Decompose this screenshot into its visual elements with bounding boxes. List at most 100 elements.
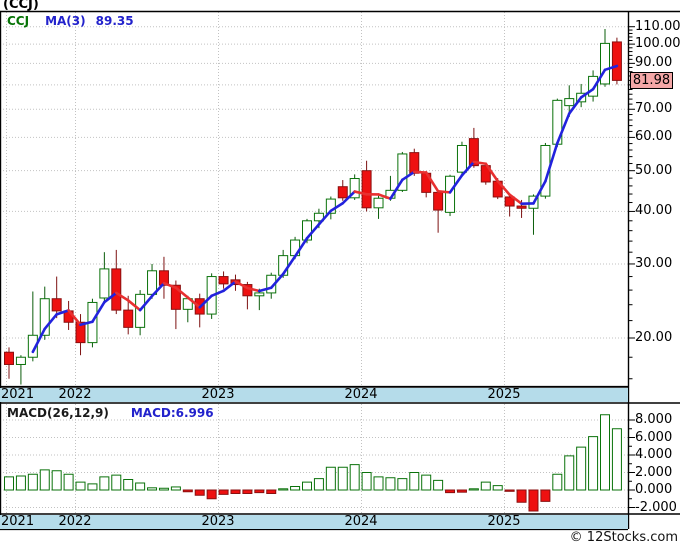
macd-bar: [397, 478, 408, 491]
macd-bar: [409, 472, 420, 491]
year-label: 2025: [487, 387, 521, 402]
ma-line-segment: [138, 294, 154, 312]
candle-body: [611, 41, 622, 81]
macd-value-label: MACD:6.996: [130, 406, 214, 420]
ma-line-segment: [472, 160, 488, 166]
macd-bar: [278, 488, 289, 491]
legend-ma-label: MA(3): [45, 14, 86, 28]
macd-bar: [337, 466, 348, 491]
macd-bar: [51, 470, 62, 491]
year-label: 2022: [58, 387, 92, 402]
macd-bar: [552, 473, 563, 491]
macd-bar: [266, 489, 277, 494]
ma-line-segment: [91, 300, 106, 324]
ma-line-segment: [484, 162, 500, 183]
macd-bar: [385, 477, 396, 491]
candle-body: [516, 205, 527, 209]
macd-bar: [588, 436, 599, 491]
ma-line-segment: [436, 189, 452, 194]
ma-line-segment: [43, 313, 58, 331]
candle-body: [588, 75, 599, 97]
price-axis-label: 40.00: [635, 203, 673, 219]
candle-body: [325, 198, 336, 214]
macd-bar: [170, 486, 181, 491]
macd-bar: [242, 489, 253, 494]
ma-line-segment: [389, 178, 404, 200]
candle-body: [158, 270, 169, 286]
macd-bar: [516, 489, 527, 503]
ma-line-segment: [556, 112, 571, 145]
candle-body: [51, 298, 62, 312]
ma-line-segment: [55, 309, 70, 316]
candle-body: [111, 268, 122, 311]
legend-ma-value: 89.35: [95, 14, 134, 28]
price-axis-label: 70.00: [635, 101, 673, 117]
price-axis-label: 110.00: [635, 18, 680, 34]
ma-line-segment: [532, 179, 547, 205]
macd-bar: [504, 489, 515, 492]
ma-line-segment: [269, 272, 285, 290]
ma-line-segment: [591, 68, 607, 91]
year-label: 2024: [344, 514, 378, 529]
macd-bar: [111, 474, 122, 491]
candle-body: [4, 351, 14, 365]
price-axis-label: 30.00: [635, 255, 673, 271]
price-axis-label: 100.00: [635, 36, 680, 52]
candle-body: [409, 152, 420, 174]
macd-axis-label: 0.000: [635, 482, 673, 497]
macd-axis-label: 2.000: [635, 464, 673, 480]
legend-symbol: CCJ: [7, 14, 30, 28]
ma-line-segment: [293, 236, 309, 258]
x-axis-band-main: 2021 2022 2023 2024 2025: [0, 388, 628, 402]
candle-body: [373, 197, 384, 209]
ma-line-segment: [79, 320, 94, 327]
macd-bar: [445, 489, 456, 494]
year-label: 2025: [487, 514, 521, 529]
candle-body: [397, 153, 408, 191]
ma-line-segment: [305, 223, 321, 240]
ma-line-segment: [222, 280, 237, 293]
macd-bar: [147, 487, 158, 491]
macd-bar: [158, 487, 169, 491]
year-label: 2021: [1, 387, 35, 402]
ma-line-segment: [186, 296, 202, 309]
macd-bar: [528, 489, 539, 512]
ma-line-segment: [460, 160, 476, 177]
price-axis-label: 20.00: [635, 330, 673, 345]
ma-line-segment: [603, 64, 619, 72]
copyright[interactable]: © 12Stocks.com: [569, 530, 678, 545]
year-label: 2023: [201, 387, 235, 402]
macd-bar: [540, 489, 551, 502]
candle-body: [445, 175, 456, 213]
ma-line-segment: [67, 309, 82, 327]
macd-bar: [480, 481, 491, 491]
macd-bar: [15, 475, 26, 491]
macd-axis-label: 6.000: [635, 429, 673, 445]
candle-body: [123, 309, 134, 328]
macd-bar: [230, 489, 241, 494]
candle-body: [15, 356, 26, 365]
macd-bar: [290, 486, 301, 491]
candle-body: [504, 196, 515, 207]
macd-bar: [456, 489, 467, 493]
macd-bar: [302, 481, 312, 491]
macd-bar: [564, 455, 575, 491]
ma-line-segment: [150, 281, 166, 298]
macd-bar: [373, 476, 384, 491]
price-axis-label: 60.00: [635, 129, 673, 145]
ma-line-segment: [246, 286, 261, 293]
candle-body: [349, 178, 360, 199]
ma-line-segment: [508, 193, 523, 205]
ma-line-segment: [544, 141, 559, 183]
macd-bar: [99, 476, 110, 491]
year-label: 2023: [201, 514, 235, 529]
macd-axis-label: -2.000: [635, 499, 677, 515]
year-label: 2024: [344, 387, 378, 402]
macd-bar: [361, 472, 372, 491]
candle-body: [27, 334, 38, 358]
price-legend: CCJ MA(3) 89.35: [7, 14, 134, 28]
macd-bar: [87, 483, 98, 491]
candle-body: [456, 144, 467, 173]
macd-bar: [313, 478, 324, 491]
ma-line-segment: [412, 170, 428, 174]
